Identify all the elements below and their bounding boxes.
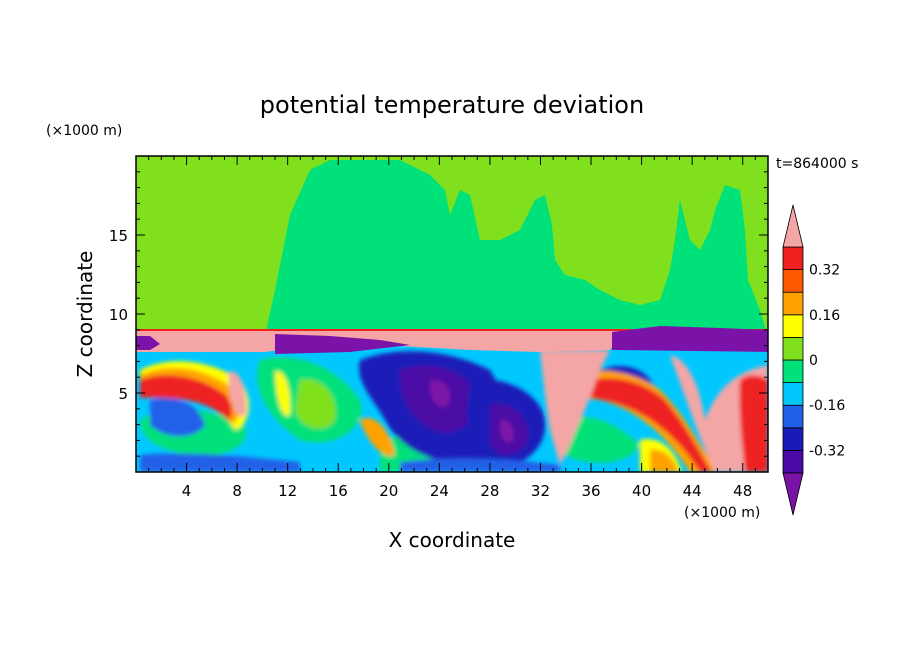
colorbar-bin (782, 382, 804, 406)
x-tick-label: 36 (581, 482, 600, 500)
x-tick-label: 4 (182, 482, 192, 500)
colorbar-label: -0.32 (809, 443, 845, 459)
cold-cap-right (612, 326, 768, 352)
cold-cap-left (136, 336, 160, 350)
x-tick-label: 12 (278, 482, 297, 500)
x-tick-label: 24 (430, 482, 449, 500)
x-tick-label: 28 (480, 482, 499, 500)
plot-area (136, 156, 768, 472)
colorbar-label: 0.32 (809, 263, 840, 279)
colorbar-bin (782, 291, 804, 316)
colorbar-lower-extend (782, 472, 804, 516)
x-axis-label: X coordinate (389, 528, 516, 552)
cold-cap-mid (275, 334, 410, 354)
y-tick-label: 15 (109, 227, 128, 245)
y-axis: 5 10 15 (109, 171, 768, 457)
colorbar-bin (782, 269, 804, 293)
x-tick-label: 8 (232, 482, 242, 500)
x-tick-label: 16 (329, 482, 348, 500)
x-tick-label: 40 (632, 482, 651, 500)
colorbar-bin (782, 314, 804, 338)
colorbar: 0.32 0.16 0 -0.16 -0.32 (782, 204, 845, 516)
y-axis-label: Z coordinate (73, 251, 97, 378)
x-tick-label: 32 (531, 482, 550, 500)
time-label: t=864000 s (776, 156, 858, 172)
colorbar-bin (782, 427, 804, 451)
y-tick-label: 5 (118, 385, 128, 403)
y-tick-label: 10 (109, 306, 128, 324)
chart-title: potential temperature deviation (260, 91, 644, 119)
upper-plume-region (265, 160, 768, 336)
x-axis: 4 8 12 16 20 24 28 32 36 40 44 48 (148, 156, 756, 500)
colorbar-bin (782, 359, 804, 384)
y-units-label: (×1000 m) (46, 123, 122, 139)
colorbar-label: -0.16 (809, 398, 845, 414)
colorbar-bin (782, 449, 804, 474)
x-tick-label: 44 (683, 482, 702, 500)
colorbar-bin (782, 404, 804, 429)
x-tick-label: 48 (733, 482, 752, 500)
colorbar-upper-extend (782, 204, 804, 248)
colorbar-label: 0.16 (809, 308, 840, 324)
x-units-label: (×1000 m) (684, 505, 760, 521)
x-tick-label: 20 (379, 482, 398, 500)
colorbar-bin (782, 336, 804, 361)
colorbar-bin (782, 246, 804, 271)
colorbar-label: 0 (809, 353, 818, 369)
